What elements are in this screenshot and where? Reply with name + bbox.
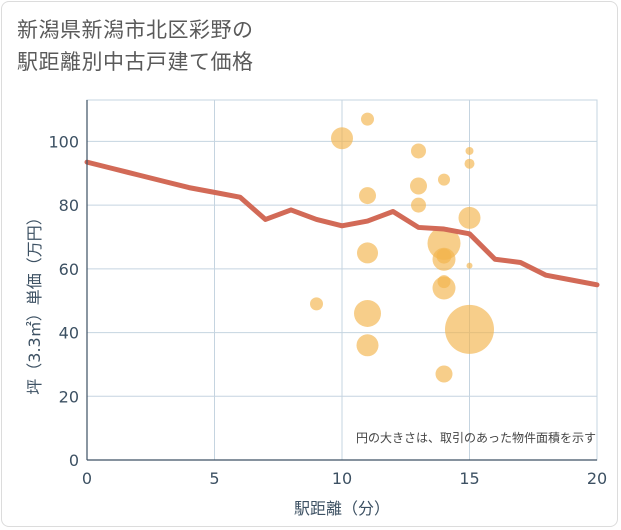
grid-lines (86, 99, 598, 461)
y-tick-label: 20 (59, 387, 79, 406)
bubble-point (458, 206, 481, 229)
x-axis-label: 駅距離（分） (294, 499, 390, 518)
bubble-point (356, 334, 379, 357)
bubble-point (436, 248, 452, 264)
bubble-point (465, 146, 474, 155)
bubble-layer (310, 112, 494, 383)
bubble-point (432, 276, 456, 300)
bubble-point (331, 127, 353, 150)
bubble-point (466, 262, 473, 269)
bubble-point (354, 299, 381, 327)
bubble-point (411, 197, 426, 213)
bubble-point (359, 187, 376, 205)
chart-title: 新潟県新潟市北区彩野の 駅距離別中古戸建て価格 (17, 14, 254, 78)
bubble-point (435, 365, 453, 383)
chart-note: 円の大きさは、取引のあった物件面積を示す (356, 430, 596, 445)
y-tick-label: 100 (48, 132, 79, 151)
bubble-point (361, 112, 374, 126)
bubble-point (410, 177, 427, 195)
chart-title-line2: 駅距離別中古戸建て価格 (17, 50, 254, 74)
bubble-point (411, 143, 426, 159)
bubble-point (445, 304, 494, 354)
bubble-point (438, 173, 450, 186)
chart-title-line1: 新潟県新潟市北区彩野の (17, 18, 254, 42)
x-tick-label: 0 (82, 469, 92, 488)
y-axis-label: 坪（3.3㎡）単価（万円） (25, 209, 44, 394)
y-tick-label: 60 (59, 260, 79, 279)
x-tick-label: 10 (332, 469, 352, 488)
axes: 0 5 10 15 20 0 20 40 60 80 100 (48, 100, 607, 488)
bubble-point (357, 242, 378, 264)
x-tick-label: 20 (587, 469, 607, 488)
y-tick-label: 0 (69, 451, 79, 470)
x-tick-label: 5 (209, 469, 219, 488)
y-tick-label: 40 (59, 324, 79, 343)
trend-line-layer (84, 159, 600, 288)
average-price-line (84, 159, 600, 288)
bubble-point (310, 297, 323, 311)
x-tick-label: 15 (459, 469, 479, 488)
y-tick-label: 80 (59, 196, 79, 215)
bubble-point (464, 158, 475, 169)
